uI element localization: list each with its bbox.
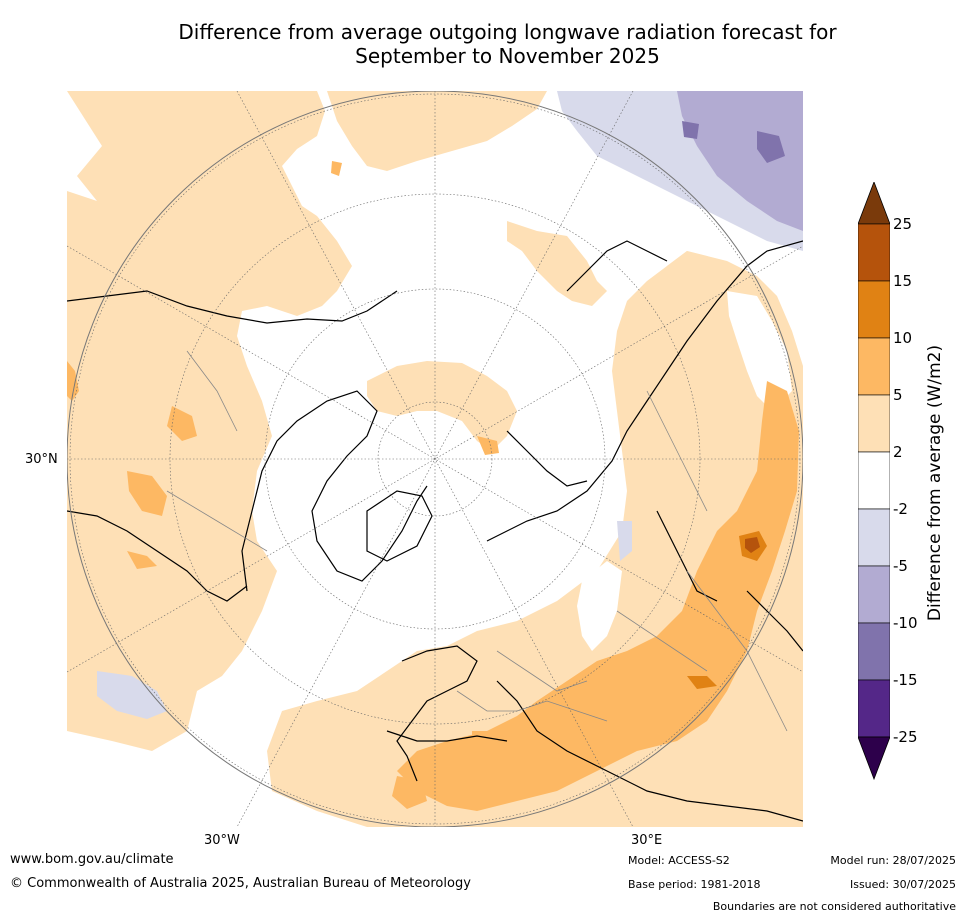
colorbar-segment bbox=[857, 679, 891, 738]
lon-label-30w: 30°W bbox=[204, 833, 240, 848]
polar-map[interactable] bbox=[67, 91, 803, 827]
colorbar-segment bbox=[857, 565, 891, 624]
colorbar-segment bbox=[857, 223, 891, 282]
lat-label-30n: 30°N bbox=[25, 452, 58, 467]
colorbar-segment bbox=[857, 337, 891, 396]
footer-model: Model: ACCESS-S2 bbox=[628, 854, 730, 867]
colorbar-segment-top-extend bbox=[857, 180, 891, 225]
anomaly-15-to-25-region bbox=[745, 537, 760, 553]
colorbar-tick-label: -15 bbox=[893, 671, 918, 689]
footer-disclaimer: Boundaries are not considered authoritat… bbox=[712, 900, 956, 913]
colorbar-segment bbox=[857, 622, 891, 681]
colorbar bbox=[857, 180, 891, 782]
title-line-1: Difference from average outgoing longwav… bbox=[178, 20, 837, 44]
title-line-2: September to November 2025 bbox=[355, 44, 660, 68]
colorbar-title: Difference from average (W/m2) bbox=[925, 344, 945, 622]
lon-label-30e: 30°E bbox=[631, 833, 663, 848]
footer-url[interactable]: www.bom.gov.au/climate bbox=[10, 852, 174, 867]
neutral-central-asia-region bbox=[577, 561, 622, 651]
anomaly-5-to-10-region bbox=[67, 161, 799, 811]
colorbar-segment bbox=[857, 394, 891, 453]
footer-model-run: Model run: 28/07/2025 bbox=[830, 854, 956, 867]
footer-copyright: © Commonwealth of Australia 2025, Austra… bbox=[10, 876, 471, 891]
colorbar-tick-label: -2 bbox=[893, 500, 908, 518]
colorbar-tick-label: 25 bbox=[893, 215, 913, 233]
country-borders bbox=[166, 350, 788, 732]
colorbar-tick-label: -10 bbox=[893, 614, 918, 632]
colorbar-segment bbox=[857, 508, 891, 567]
footer-issued: Issued: 30/07/2025 bbox=[849, 878, 956, 891]
colorbar-svg bbox=[857, 180, 891, 781]
colorbar-tick-label: 15 bbox=[893, 272, 913, 290]
colorbar-segment-bottom-extend bbox=[857, 736, 891, 781]
coastlines bbox=[67, 240, 803, 822]
anomaly-negative-region bbox=[97, 91, 803, 719]
colorbar-tick-label: 10 bbox=[893, 329, 913, 347]
colorbar-tick-label: -25 bbox=[893, 728, 918, 746]
colorbar-segment bbox=[857, 451, 891, 510]
colorbar-tick-label: 2 bbox=[893, 443, 903, 461]
chart-title: Difference from average outgoing longwav… bbox=[0, 20, 965, 68]
colorbar-segment bbox=[857, 280, 891, 339]
colorbar-tick-label: -5 bbox=[893, 557, 908, 575]
graticule bbox=[67, 91, 803, 827]
map-svg bbox=[67, 91, 803, 827]
footer-base-period: Base period: 1981-2018 bbox=[628, 878, 761, 891]
neutral-east-region bbox=[727, 291, 792, 411]
colorbar-tick-label: 5 bbox=[893, 386, 903, 404]
